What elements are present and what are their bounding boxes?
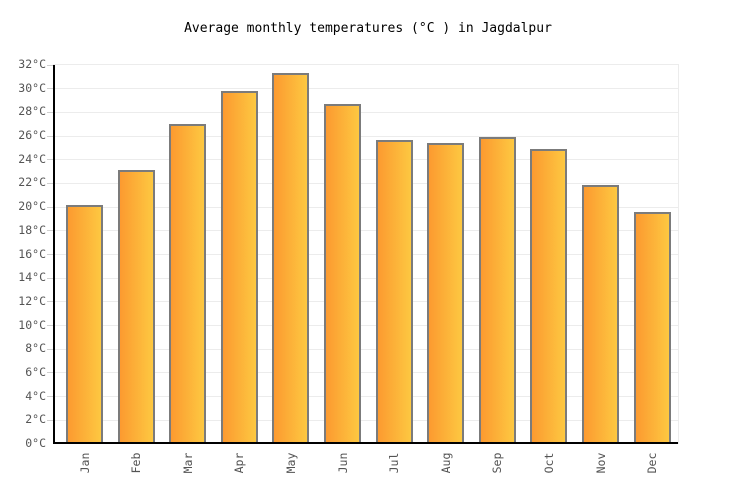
- gridline-4: [53, 396, 678, 398]
- temperature-bar-oct: [530, 149, 568, 442]
- y-axis-tick: [47, 372, 53, 374]
- x-tick-label-jun: Jun: [335, 452, 350, 474]
- x-tick-label-jan: Jan: [77, 452, 92, 474]
- y-tick-label-4: 4°C: [25, 388, 46, 403]
- y-tick-label-2: 2°C: [25, 412, 46, 427]
- gridline-26: [53, 135, 678, 137]
- y-tick-label-20: 20°C: [18, 199, 46, 214]
- gridline-14: [53, 277, 678, 279]
- y-axis-tick: [47, 419, 53, 421]
- gridline-10: [53, 325, 678, 327]
- temperature-bar-jun: [324, 104, 361, 442]
- x-tick-label-dec: Dec: [645, 452, 660, 474]
- y-axis-line: [53, 65, 55, 444]
- temperature-bar-feb: [117, 170, 155, 442]
- gridline-6: [53, 372, 678, 374]
- y-axis-tick: [47, 396, 53, 398]
- y-axis-tick: [47, 111, 53, 113]
- x-tick-label-mar: Mar: [180, 452, 195, 474]
- y-axis-tick: [47, 182, 53, 184]
- temperature-bar-sep: [478, 137, 516, 442]
- y-tick-label-6: 6°C: [25, 364, 46, 379]
- y-tick-label-26: 26°C: [18, 128, 46, 143]
- y-tick-label-18: 18°C: [18, 222, 46, 237]
- y-tick-label-14: 14°C: [18, 270, 46, 285]
- x-tick-label-apr: Apr: [232, 452, 247, 474]
- y-axis-tick: [47, 64, 53, 66]
- gridline-8: [53, 348, 678, 350]
- x-axis-line: [53, 442, 678, 444]
- gridline-18: [53, 230, 678, 232]
- y-axis-tick: [47, 325, 53, 327]
- y-axis-tick: [47, 230, 53, 232]
- y-axis-tick: [47, 88, 53, 90]
- y-tick-label-30: 30°C: [18, 80, 46, 95]
- y-tick-label-8: 8°C: [25, 341, 46, 356]
- temperature-bar-dec: [633, 211, 671, 442]
- temperature-bar-jul: [375, 139, 413, 442]
- x-tick-label-may: May: [283, 452, 298, 474]
- y-axis-tick: [47, 277, 53, 279]
- y-axis-tick: [47, 301, 53, 303]
- temperature-bar-mar: [169, 124, 207, 442]
- y-axis-tick: [47, 135, 53, 137]
- y-tick-label-0: 0°C: [25, 436, 46, 450]
- y-tick-label-32: 32°C: [18, 57, 46, 71]
- y-tick-label-10: 10°C: [18, 317, 46, 332]
- y-axis-tick: [47, 254, 53, 255]
- y-tick-label-12: 12°C: [18, 293, 46, 308]
- temperature-bar-aug: [427, 143, 465, 442]
- y-tick-label-24: 24°C: [18, 151, 46, 166]
- temperature-bar-nov: [582, 184, 619, 442]
- gridline-16: [53, 254, 678, 255]
- y-axis-tick: [47, 206, 53, 208]
- y-axis-tick: [47, 348, 53, 350]
- x-tick-label-oct: Oct: [541, 452, 556, 474]
- gridline-12: [53, 301, 678, 303]
- y-tick-label-22: 22°C: [18, 175, 46, 190]
- gridline-20: [53, 206, 678, 208]
- temperature-bar-apr: [220, 91, 258, 442]
- chart-title: Average monthly temperatures (°C ) in Ja…: [184, 21, 552, 36]
- plot-area: [47, 64, 679, 444]
- x-tick-label-sep: Sep: [490, 452, 505, 474]
- temperature-bar-jan: [66, 204, 103, 442]
- y-tick-label-28: 28°C: [18, 104, 46, 119]
- x-tick-label-feb: Feb: [129, 452, 144, 474]
- gridline-22: [53, 182, 678, 184]
- x-tick-label-jul: Jul: [387, 452, 402, 474]
- x-tick-label-aug: Aug: [438, 452, 453, 474]
- gridline-24: [53, 159, 678, 161]
- temperature-bar-may: [272, 73, 310, 442]
- gridline-28: [53, 111, 678, 113]
- x-tick-label-nov: Nov: [593, 452, 608, 474]
- y-tick-label-16: 16°C: [18, 246, 46, 261]
- gridline-2: [53, 419, 678, 421]
- gridline-30: [53, 88, 678, 90]
- y-axis-tick: [47, 159, 53, 161]
